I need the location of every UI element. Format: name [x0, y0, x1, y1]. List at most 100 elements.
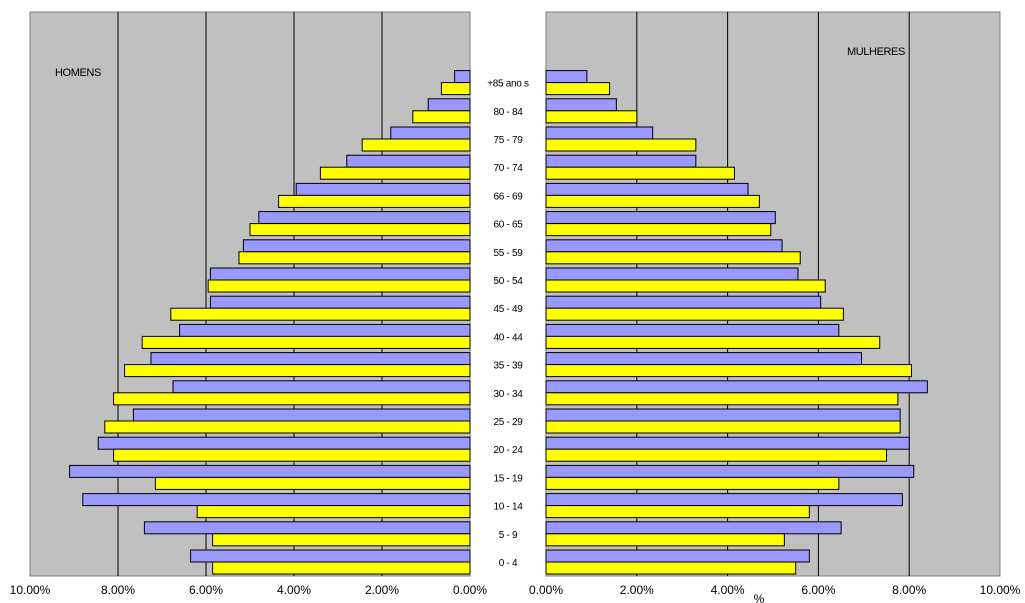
- bar-yellow-right-16: [545, 110, 638, 124]
- bar-blue-left-7: [150, 352, 471, 366]
- left-panel-title: HOMENS: [55, 67, 101, 79]
- bar-blue-left-9: [209, 295, 471, 309]
- bar-yellow-right-2: [545, 505, 810, 519]
- bar-blue-left-16: [427, 98, 471, 112]
- bar-blue-left-1: [143, 521, 471, 535]
- category-label: 55 - 59: [493, 248, 523, 259]
- category-label: 75 - 79: [493, 135, 523, 146]
- category-label: 66 - 69: [493, 191, 523, 202]
- bar-yellow-left-6: [113, 392, 471, 406]
- tick-labels: 10.00% 8.00% 6.00% 4.00% 2.00% 0.00% 0.00% 2.00…: [10, 583, 1021, 597]
- bar-blue-right-7: [545, 352, 863, 366]
- bar-yellow-left-12: [249, 223, 471, 237]
- bar-yellow-left-14: [319, 166, 471, 180]
- bar-blue-right-9: [545, 295, 822, 309]
- plot-area: [545, 11, 1001, 577]
- category-labels: 0 - 4 5 - 9 10 - 14 15 - 19 20 - 24 25 - 29 30…: [487, 79, 529, 569]
- bar-blue-left-2: [82, 493, 471, 507]
- bar-yellow-right-8: [545, 335, 881, 349]
- bar-yellow-left-13: [278, 194, 471, 208]
- x-tick-label: 10.00%: [10, 583, 51, 597]
- bar-yellow-right-14: [545, 166, 735, 180]
- bar-blue-right-17: [545, 70, 588, 84]
- bar-yellow-right-5: [545, 420, 901, 434]
- category-label: 15 - 19: [493, 473, 523, 484]
- category-label: 0 - 4: [499, 558, 518, 569]
- bar-blue-left-15: [390, 126, 471, 140]
- bar-yellow-left-15: [361, 138, 471, 152]
- bar-yellow-right-4: [545, 448, 887, 462]
- bar-yellow-left-9: [170, 307, 471, 321]
- category-label: 35 - 39: [493, 361, 523, 372]
- bar-blue-right-13: [545, 182, 749, 196]
- bar-blue-right-1: [545, 521, 842, 535]
- bar-blue-left-5: [132, 408, 471, 422]
- bar-yellow-right-10: [545, 279, 826, 293]
- bar-yellow-right-6: [545, 392, 899, 406]
- bar-blue-right-0: [545, 549, 810, 563]
- bar-yellow-right-3: [545, 476, 840, 490]
- x-tick-label: 6.00%: [189, 583, 223, 597]
- x-tick-label: 2.00%: [365, 583, 399, 597]
- bar-yellow-right-11: [545, 251, 801, 265]
- plot-area: [29, 11, 471, 577]
- bar-yellow-right-15: [545, 138, 697, 152]
- x-tick-label: 4.00%: [277, 583, 311, 597]
- bar-yellow-left-11: [238, 251, 471, 265]
- bar-yellow-left-3: [154, 476, 471, 490]
- bar-blue-right-8: [545, 323, 840, 337]
- x-tick-label: 6.00%: [801, 583, 835, 597]
- x-tick-label: 10.00%: [980, 583, 1021, 597]
- category-label: 5 - 9: [499, 530, 518, 541]
- category-label: 60 - 65: [493, 220, 523, 231]
- category-label: 10 - 14: [493, 502, 523, 513]
- category-label: +85 ano s: [487, 79, 529, 90]
- x-tick-label: 0.00%: [453, 583, 487, 597]
- bar-yellow-left-7: [124, 364, 471, 378]
- bar-yellow-right-1: [545, 533, 785, 547]
- bar-blue-right-4: [545, 436, 910, 450]
- bar-blue-right-15: [545, 126, 654, 140]
- bar-yellow-right-7: [545, 364, 912, 378]
- bar-yellow-left-0: [212, 561, 471, 575]
- bar-blue-left-4: [97, 436, 471, 450]
- bar-blue-left-11: [242, 239, 471, 253]
- bar-blue-left-3: [69, 464, 471, 478]
- bar-yellow-left-8: [141, 335, 471, 349]
- bar-blue-right-3: [545, 464, 915, 478]
- bar-blue-left-0: [190, 549, 471, 563]
- category-label: 30 - 34: [493, 389, 523, 400]
- bar-yellow-left-16: [412, 110, 471, 124]
- bar-blue-right-12: [545, 211, 776, 225]
- bar-blue-left-6: [172, 380, 471, 394]
- bar-yellow-right-0: [545, 561, 797, 575]
- bar-yellow-right-13: [545, 194, 760, 208]
- right-panel-title: MULHERES: [847, 46, 905, 58]
- bar-blue-right-16: [545, 98, 617, 112]
- bar-blue-right-11: [545, 239, 783, 253]
- x-axis-label: %: [754, 592, 765, 603]
- bar-yellow-left-4: [113, 448, 471, 462]
- category-label: 70 - 74: [493, 163, 523, 174]
- category-label: 50 - 54: [493, 276, 523, 287]
- bar-blue-right-10: [545, 267, 799, 281]
- right-panel: [545, 11, 1001, 577]
- x-tick-label: 0.00%: [529, 583, 563, 597]
- category-label: 80 - 84: [493, 107, 523, 118]
- bar-yellow-left-17: [440, 82, 471, 96]
- left-panel: [29, 11, 471, 577]
- bar-blue-left-13: [295, 182, 471, 196]
- x-tick-label: 8.00%: [892, 583, 926, 597]
- bar-yellow-right-9: [545, 307, 844, 321]
- bar-blue-right-5: [545, 408, 901, 422]
- bar-blue-left-17: [454, 70, 471, 84]
- bar-blue-right-2: [545, 493, 903, 507]
- bar-yellow-right-17: [545, 82, 611, 96]
- x-tick-label: 4.00%: [711, 583, 745, 597]
- bar-yellow-left-5: [104, 420, 471, 434]
- bar-blue-left-14: [346, 154, 471, 168]
- bar-blue-left-12: [258, 211, 471, 225]
- bar-blue-left-8: [179, 323, 471, 337]
- x-tick-label: 8.00%: [101, 583, 135, 597]
